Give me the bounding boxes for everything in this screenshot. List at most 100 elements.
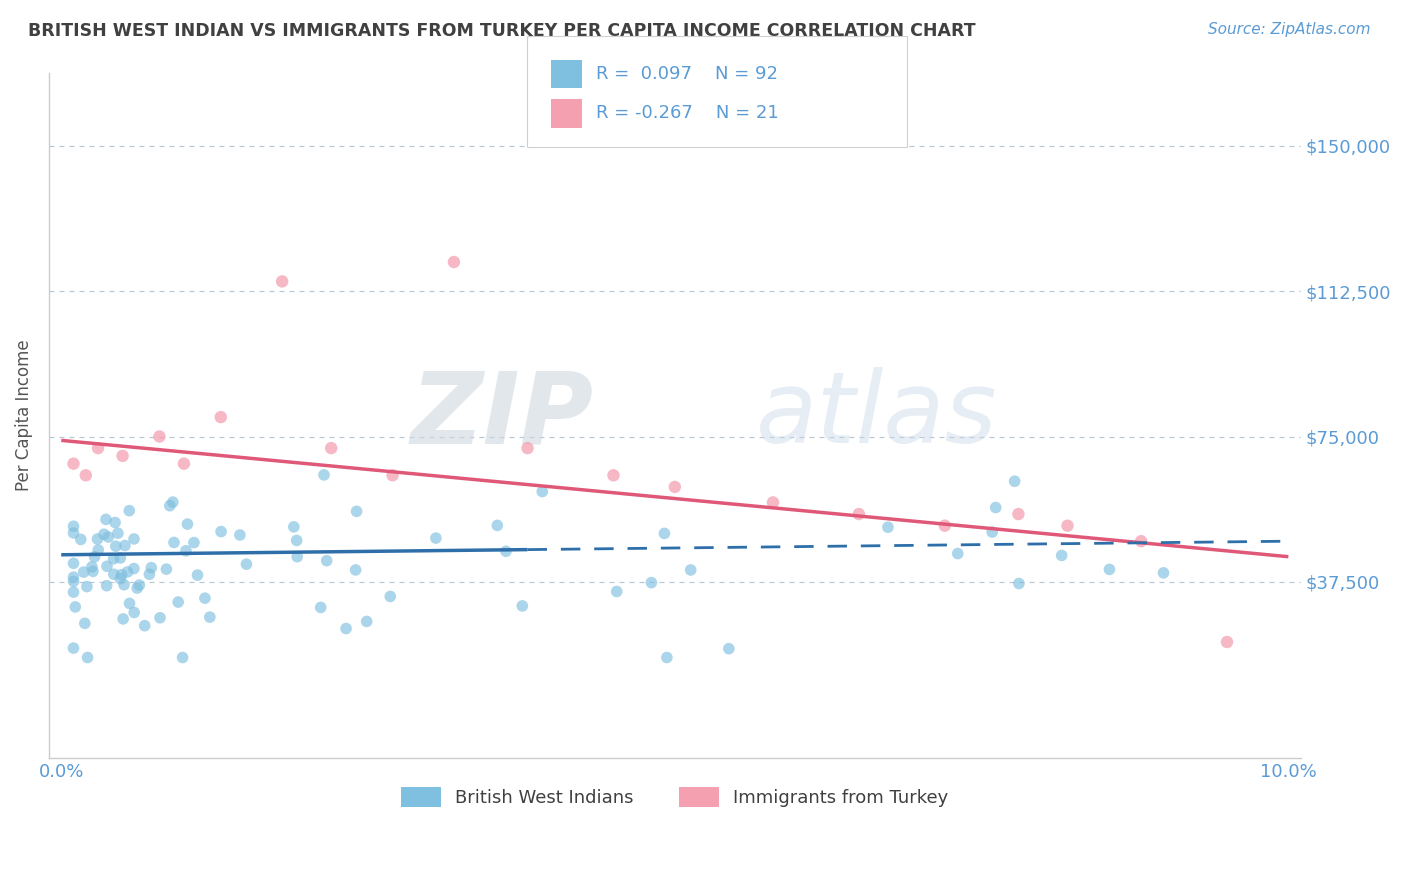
Point (664, 480, 686, 494)
Point (606, 584, 628, 599)
Legend: British West Indians, Immigrants from Turkey: British West Indians, Immigrants from Tu… (394, 780, 956, 814)
Point (149, 611, 172, 625)
Point (381, 468, 404, 483)
Point (118, 596, 141, 610)
Point (516, 441, 538, 455)
Point (194, 591, 217, 606)
Point (186, 568, 208, 582)
Point (112, 578, 135, 592)
Point (76, 580, 98, 594)
Point (122, 532, 145, 546)
Text: R = -0.267    N = 21: R = -0.267 N = 21 (596, 104, 779, 122)
Point (1056, 518, 1078, 533)
Point (285, 533, 308, 548)
Point (73, 565, 96, 579)
Point (315, 554, 337, 568)
Y-axis label: Per Capita Income: Per Capita Income (15, 340, 32, 491)
Point (312, 467, 335, 482)
Text: BRITISH WEST INDIAN VS IMMIGRANTS FROM TURKEY PER CAPITA INCOME CORRELATION CHAR: BRITISH WEST INDIAN VS IMMIGRANTS FROM T… (28, 22, 976, 40)
Point (1007, 507, 1029, 521)
Point (283, 520, 305, 534)
Point (86, 532, 108, 546)
Point (531, 484, 554, 499)
Point (138, 567, 160, 582)
Text: atlas: atlas (756, 368, 998, 464)
Point (512, 599, 534, 613)
Point (172, 650, 194, 665)
Point (118, 504, 141, 518)
Point (173, 457, 195, 471)
Point (104, 516, 127, 530)
Point (1050, 549, 1073, 563)
Point (602, 468, 624, 483)
Point (82, 565, 104, 579)
Point (198, 610, 221, 624)
Point (877, 520, 900, 534)
Point (65, 599, 87, 614)
Point (96, 559, 118, 574)
Point (62, 585, 84, 599)
Point (209, 524, 232, 539)
Point (110, 572, 132, 586)
Point (80, 559, 103, 574)
Point (1098, 562, 1121, 576)
Point (984, 500, 1007, 515)
Point (1130, 534, 1153, 549)
Point (134, 618, 156, 632)
Point (163, 535, 186, 549)
Point (141, 560, 163, 574)
Text: Source: ZipAtlas.com: Source: ZipAtlas.com (1208, 22, 1371, 37)
Point (127, 581, 149, 595)
Point (87, 441, 110, 455)
Point (309, 600, 332, 615)
Point (75, 468, 97, 483)
Point (73, 616, 96, 631)
Point (69, 533, 91, 547)
Point (62, 525, 84, 540)
Point (346, 504, 368, 518)
Point (111, 449, 134, 463)
Point (174, 543, 197, 558)
Point (62, 557, 84, 571)
Point (122, 606, 145, 620)
Point (654, 526, 676, 541)
Point (159, 499, 181, 513)
Point (229, 528, 252, 542)
Point (62, 457, 84, 471)
Point (103, 567, 125, 582)
Point (183, 535, 205, 549)
Point (104, 539, 127, 553)
Point (335, 622, 357, 636)
Point (209, 410, 232, 425)
Point (271, 274, 294, 288)
Text: R =  0.097    N = 92: R = 0.097 N = 92 (596, 65, 778, 83)
Point (717, 641, 740, 656)
Point (762, 495, 785, 509)
Point (321, 441, 343, 455)
Point (167, 595, 190, 609)
Point (981, 524, 1004, 539)
Point (94, 512, 117, 526)
Point (380, 590, 402, 604)
Point (848, 507, 870, 521)
Point (62, 574, 84, 589)
Point (176, 517, 198, 532)
Point (87, 542, 110, 557)
Point (62, 570, 84, 584)
Point (155, 562, 177, 576)
Point (1008, 576, 1031, 591)
Point (356, 615, 378, 629)
Point (96, 579, 118, 593)
Point (235, 558, 257, 572)
Point (112, 612, 135, 626)
Point (679, 563, 702, 577)
Point (1153, 566, 1175, 580)
Text: ZIP: ZIP (411, 368, 593, 464)
Point (344, 563, 367, 577)
Point (110, 567, 132, 582)
Point (114, 539, 136, 553)
Point (162, 495, 184, 509)
Point (103, 551, 125, 566)
Point (128, 578, 150, 592)
Point (107, 526, 129, 541)
